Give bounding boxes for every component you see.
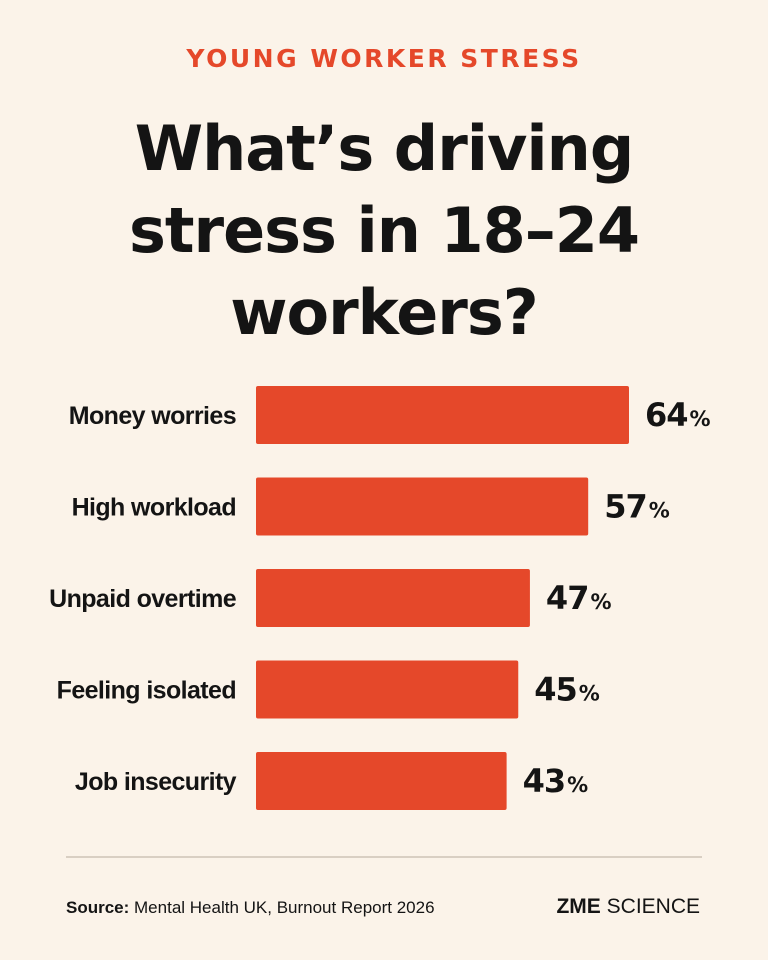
- bar: [256, 477, 589, 536]
- bar-label: High workload: [72, 494, 236, 522]
- source-note: Source: Mental Health UK, Burnout Report…: [66, 898, 435, 918]
- bar: [256, 569, 530, 627]
- value-label: 64%: [645, 396, 711, 434]
- value-number: 43: [523, 762, 566, 800]
- bar-label: Feeling isolated: [57, 677, 236, 705]
- bar: [256, 660, 519, 719]
- value-percent-sign: %: [567, 773, 588, 797]
- value-label: 45%: [534, 671, 600, 709]
- brand-logo: ZME SCIENCE: [556, 895, 700, 919]
- bar-chart: Money worries 64% High workload 57% Unpaid o…: [49, 386, 712, 810]
- value-number: 64: [645, 396, 688, 434]
- value-percent-sign: %: [649, 499, 670, 523]
- value-percent-sign: %: [579, 682, 600, 706]
- bar: [256, 752, 507, 810]
- bar: [256, 386, 629, 444]
- value-percent-sign: %: [690, 407, 711, 431]
- source-text: Mental Health UK, Burnout Report 2026: [129, 898, 435, 917]
- footer-divider: [66, 856, 702, 858]
- bar-label: Job insecurity: [75, 768, 237, 796]
- headline-line-1: What’s driving: [134, 112, 634, 185]
- headline-line-2: stress in 18–24: [128, 194, 640, 267]
- kicker-title: YOUNG WORKER STRESS: [186, 44, 582, 73]
- value-percent-sign: %: [590, 590, 611, 614]
- value-label: 43%: [523, 762, 589, 800]
- brand-part-1: ZME: [556, 895, 601, 918]
- bar-label: Money worries: [69, 402, 236, 430]
- value-number: 45: [534, 671, 577, 709]
- brand-part-2: SCIENCE: [600, 895, 700, 918]
- value-label: 47%: [546, 579, 612, 617]
- bar-label: Unpaid overtime: [49, 585, 237, 613]
- value-number: 47: [546, 579, 589, 617]
- headline: What’s driving stress in 18–24 workers?: [0, 108, 768, 354]
- headline-line-3: workers?: [230, 276, 539, 349]
- value-label: 57%: [604, 488, 670, 526]
- source-label: Source:: [66, 898, 130, 917]
- value-number: 57: [604, 488, 647, 526]
